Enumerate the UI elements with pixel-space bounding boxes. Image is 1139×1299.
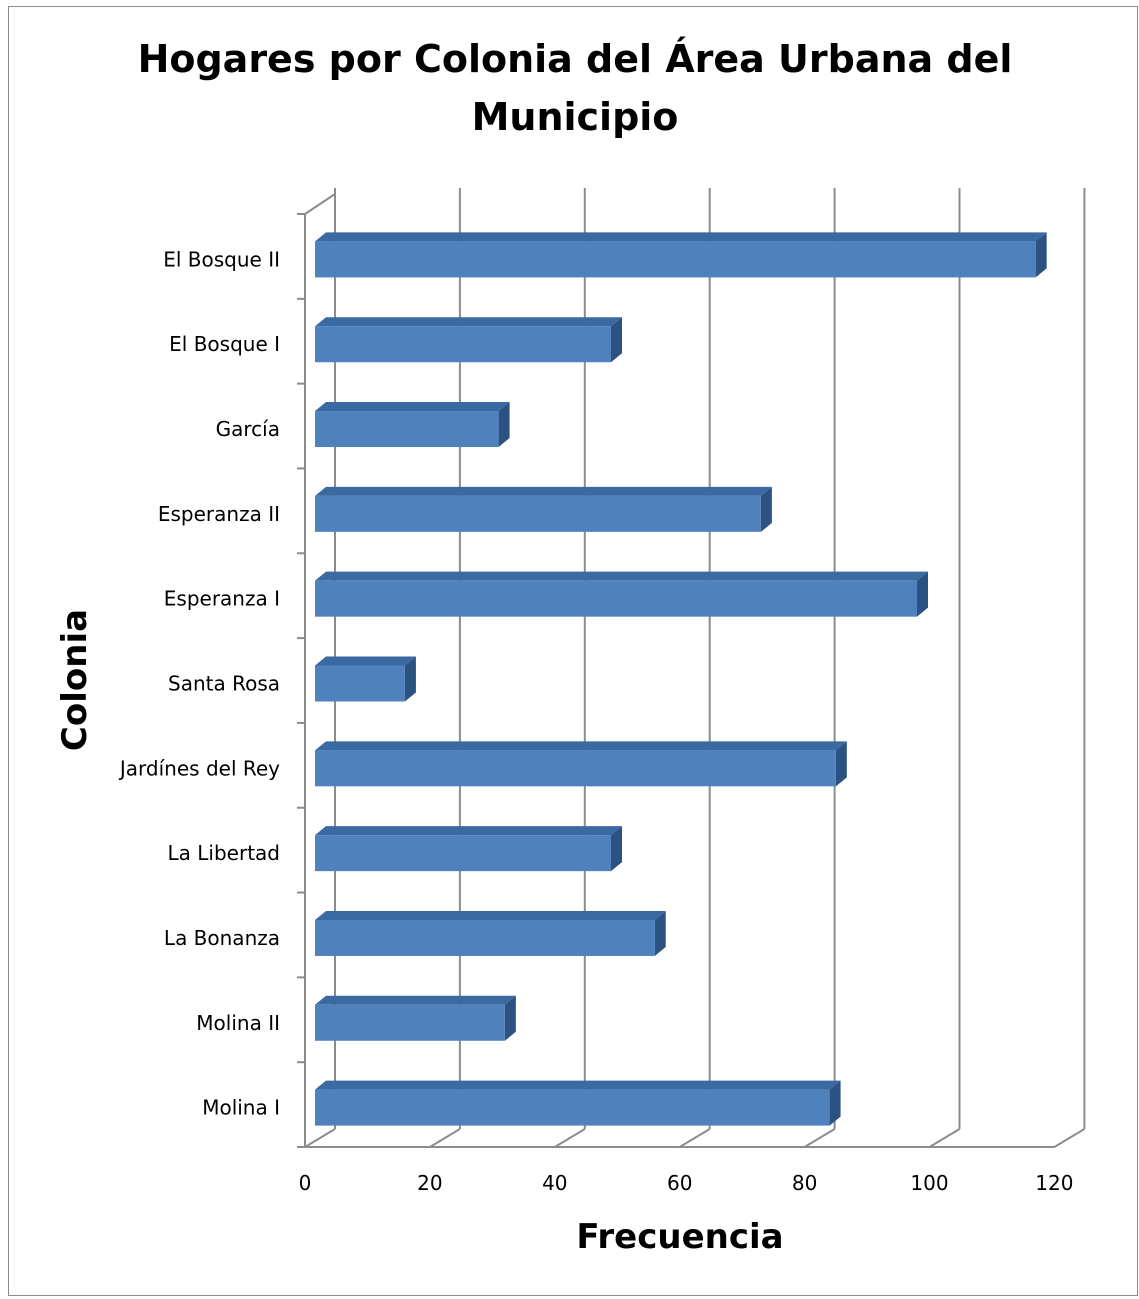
x-tick-label: 100: [910, 1171, 948, 1195]
bar-side: [654, 910, 666, 956]
y-tick-label: Molina II: [196, 1011, 280, 1035]
bar-top: [315, 741, 847, 751]
floor-gridline: [429, 1128, 461, 1148]
x-tick-label: 60: [667, 1171, 692, 1195]
bar-top: [315, 317, 623, 327]
floor-gridline: [304, 1128, 336, 1148]
bar-layer: [315, 232, 1047, 1126]
x-tick-label: 20: [417, 1171, 442, 1195]
x-axis-title: Frecuencia: [576, 1217, 783, 1257]
bar: [315, 326, 612, 363]
bar-side: [404, 656, 416, 702]
bar-top: [315, 995, 516, 1005]
chart-frame: [8, 6, 1138, 1296]
bar-side: [611, 826, 623, 872]
axis-layer: [297, 193, 1055, 1148]
y-tick-label: Jardínes del Rey: [118, 756, 280, 780]
bar: [315, 580, 918, 617]
floor-gridline: [554, 1128, 586, 1148]
y-tick-label: Molina I: [202, 1096, 280, 1120]
floor-gridline: [679, 1128, 711, 1148]
y-tick-label: Santa Rosa: [168, 672, 280, 696]
bar-top: [315, 571, 929, 581]
y-tick-label: La Bonanza: [164, 926, 280, 950]
x-tick-label: 40: [542, 1171, 567, 1195]
label-layer: 0 20 40 60 80 100 120 El Bosque II El Bosque I Ga…: [118, 247, 1074, 1195]
bar: [315, 919, 655, 956]
floor-gridline: [928, 1128, 961, 1148]
bar-side: [611, 317, 623, 363]
bar-side: [504, 995, 516, 1041]
y-tick-label: Esperanza II: [158, 502, 280, 526]
bar-top: [315, 656, 416, 666]
bar-top: [315, 826, 623, 836]
y-tick-label: El Bosque II: [163, 247, 280, 271]
bar: [315, 835, 612, 872]
bar-top: [315, 910, 666, 920]
y-tick-label: García: [216, 417, 280, 441]
bar: [315, 750, 836, 787]
y-tick-label: La Libertad: [168, 841, 280, 865]
bar-side: [1035, 232, 1047, 278]
bar-top: [315, 232, 1047, 242]
bar: [315, 1089, 830, 1126]
x-tick-label: 120: [1035, 1171, 1073, 1195]
bar-top: [315, 402, 510, 412]
chart-title: Hogares por Colonia del Área Urbana del …: [137, 37, 1013, 139]
bar: [315, 1004, 505, 1041]
bar: [315, 665, 405, 702]
bar-side: [829, 1080, 841, 1126]
bar-top: [315, 486, 772, 496]
y-axis-title: Colonia: [55, 609, 95, 751]
bar-top: [315, 1080, 841, 1090]
y-tick-label: Esperanza I: [164, 587, 280, 611]
floor-gridline: [1053, 1128, 1085, 1148]
x-tick-label: 0: [299, 1171, 312, 1195]
bar: [315, 495, 761, 532]
bar-side: [498, 402, 510, 448]
bar: [315, 241, 1036, 278]
floor-gridline: [804, 1128, 836, 1148]
y-tick-label: El Bosque I: [169, 332, 280, 356]
bar-side: [835, 741, 847, 787]
wall-top-edge: [304, 193, 336, 215]
bar-side: [760, 486, 772, 532]
bar: [315, 411, 499, 448]
bar-side: [917, 571, 929, 617]
x-tick-label: 80: [792, 1171, 817, 1195]
